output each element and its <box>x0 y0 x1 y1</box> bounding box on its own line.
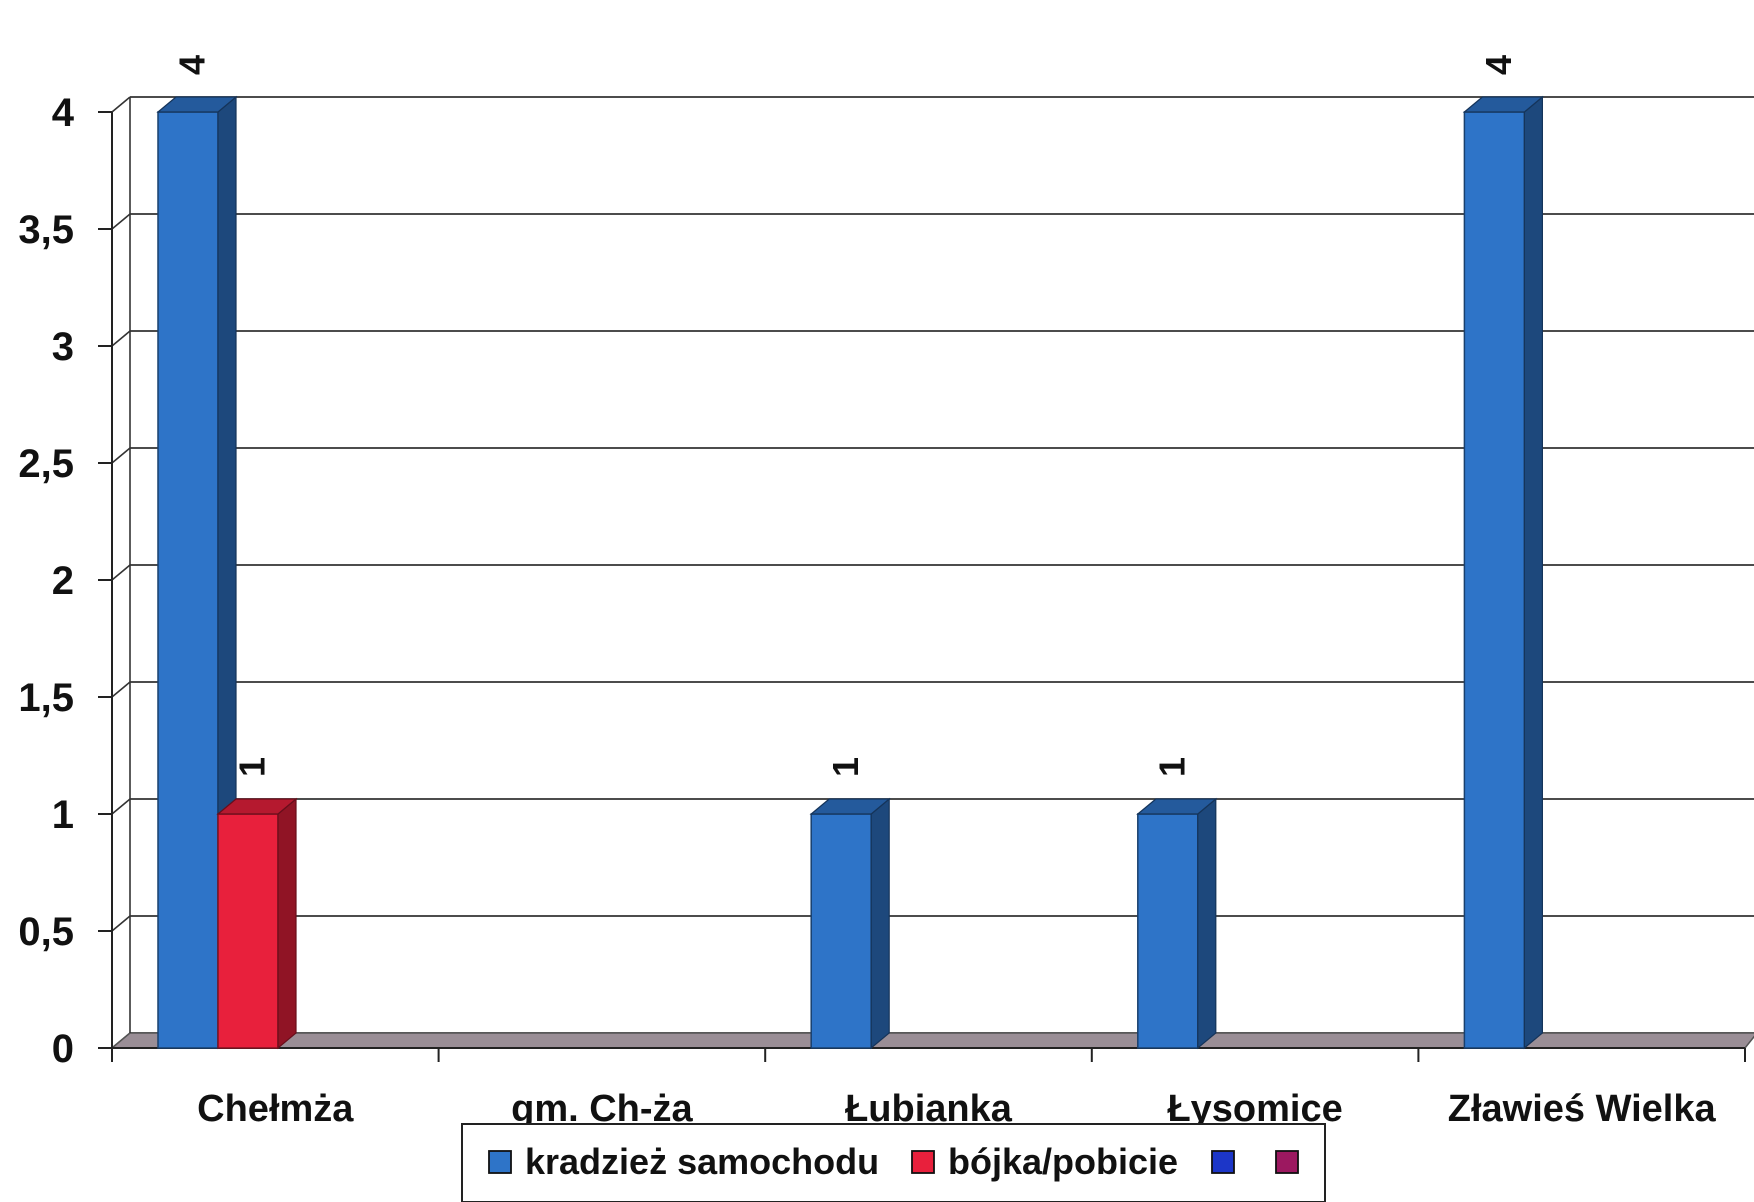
y-tick-label: 0,5 <box>18 910 74 954</box>
bar-side <box>277 797 297 1050</box>
gridline-depth <box>111 798 131 815</box>
bar-side <box>870 797 890 1050</box>
x-category-label: Chełmża <box>197 1088 354 1130</box>
bar-side <box>1197 797 1217 1050</box>
gridline-depth <box>111 681 131 698</box>
gridline-depth <box>111 213 131 230</box>
legend-label: kradzież samochodu <box>525 1141 879 1182</box>
legend-swatch <box>1275 1150 1299 1174</box>
legend: kradzież samochodu bójka/pobicie <box>461 1123 1326 1202</box>
y-tick-label: 1 <box>52 793 74 837</box>
data-label: 1 <box>232 757 273 777</box>
bar-top <box>156 96 238 113</box>
y-tick-label: 0 <box>52 1027 74 1071</box>
y-tick-label: 2,5 <box>18 442 74 486</box>
y-tick-label: 4 <box>52 91 75 135</box>
data-label: 1 <box>825 757 866 777</box>
legend-swatch <box>911 1150 935 1174</box>
y-tick-label: 3,5 <box>18 208 74 252</box>
gridline-depth <box>111 96 131 113</box>
data-label: 4 <box>172 55 213 75</box>
gridline-depth <box>111 564 131 581</box>
gridline-depth <box>111 447 131 464</box>
bar-top <box>809 798 891 815</box>
x-category-label: Zławieś Wielka <box>1448 1088 1717 1130</box>
y-tick-label: 2 <box>52 559 74 603</box>
bar <box>157 111 219 1049</box>
gridline-depth <box>111 915 131 932</box>
legend-box <box>461 1123 1326 1202</box>
bar <box>810 813 872 1049</box>
y-tick-label: 3 <box>52 325 74 369</box>
data-label: 1 <box>1151 757 1192 777</box>
gridline-depth <box>111 330 131 347</box>
legend-swatch <box>488 1150 512 1174</box>
bar <box>1137 813 1199 1049</box>
legend-swatch <box>1211 1150 1235 1174</box>
bar <box>217 813 279 1049</box>
bar-top <box>1136 798 1218 815</box>
bar-side <box>1523 95 1544 1050</box>
bar-top <box>1462 96 1545 113</box>
bar-top <box>216 798 298 815</box>
y-tick-label: 1,5 <box>18 676 74 720</box>
legend-label: bójka/pobicie <box>948 1141 1178 1182</box>
data-label: 4 <box>1478 55 1519 75</box>
bar-layer <box>156 95 1545 1050</box>
bar <box>1463 111 1526 1049</box>
